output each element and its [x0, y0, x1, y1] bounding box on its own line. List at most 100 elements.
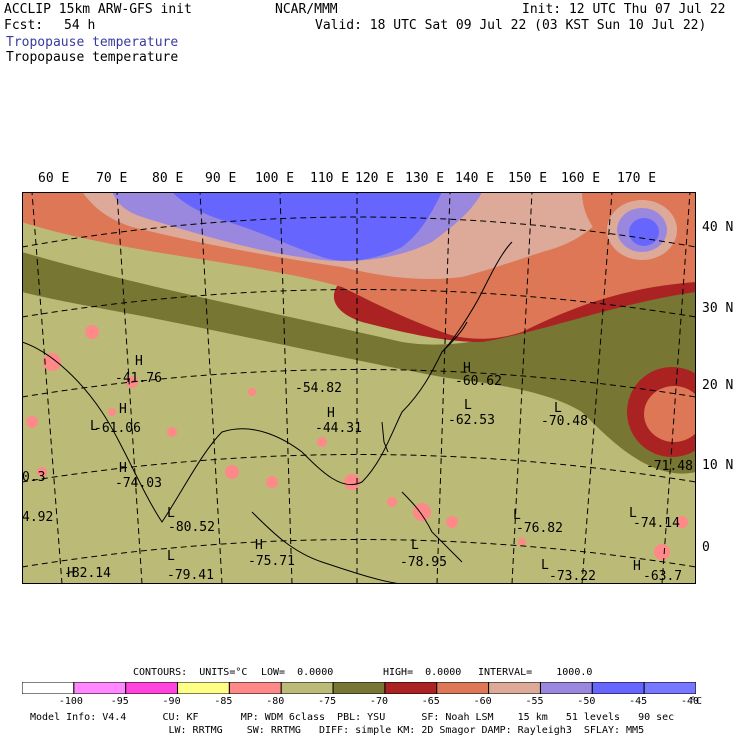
contours-interval: INTERVAL= 1000.0: [478, 667, 593, 678]
color-scale-tick: -50: [577, 696, 596, 707]
extrema-value: -70.48: [541, 414, 588, 429]
low-marker: L: [541, 558, 549, 573]
color-scale-tick: -95: [110, 696, 129, 707]
color-scale-swatch: [73, 682, 127, 694]
extrema-value: -79.41: [167, 568, 214, 583]
low-marker: L: [90, 419, 98, 434]
extrema-value: -78.95: [400, 555, 447, 570]
color-scale-swatch: [125, 682, 179, 694]
map-border: [22, 192, 696, 584]
extrema-labels: H-41.76HL-61.06-54.82H-44.31H-60.62L-62.…: [22, 354, 693, 584]
contours-units: CONTOURS: UNITS=°C: [133, 667, 248, 678]
lon-label: 150 E: [508, 171, 548, 186]
extrema-value: -60.62: [455, 374, 502, 389]
low-marker: L: [629, 506, 637, 521]
color-scale-swatch: [436, 682, 490, 694]
field-title-2: Tropopause temperature: [6, 50, 179, 65]
extrema-value: -73.22: [549, 569, 596, 584]
temperature-fill: [22, 192, 696, 584]
color-scale-bar: [22, 682, 696, 694]
extrema-value: -44.31: [315, 421, 362, 436]
contours-high: HIGH= 0.0000: [383, 667, 462, 678]
extrema-value: -75.71: [248, 554, 295, 569]
color-scale-tick: -70: [369, 696, 388, 707]
init-time: Init: 12 UTC Thu 07 Jul 22: [522, 2, 726, 17]
field-title-1: Tropopause temperature: [6, 35, 179, 50]
extrema-value: -80.52: [168, 520, 215, 535]
valid-time: Valid: 18 UTC Sat 09 Jul 22 (03 KST Sun …: [315, 18, 707, 33]
color-scale-tick: -55: [525, 696, 544, 707]
extrema-value: -54.82: [295, 381, 342, 396]
high-marker: H: [463, 361, 471, 376]
lon-label: 110 E: [310, 171, 350, 186]
color-scale-tick: -45: [629, 696, 648, 707]
extrema-value: -82.14: [64, 566, 111, 581]
low-marker: L: [554, 401, 562, 416]
color-scale-swatch: [643, 682, 696, 694]
high-marker: H: [67, 566, 75, 581]
extrema-value: -71.48: [646, 459, 693, 474]
low-marker: L: [464, 398, 472, 413]
extrema-value: -62.53: [448, 413, 495, 428]
lat-label: 20 N: [702, 378, 734, 393]
extrema-value: -61.06: [94, 421, 141, 436]
high-marker: H: [119, 461, 127, 476]
low-marker: L: [167, 506, 175, 521]
extrema-value: 0.3: [22, 470, 45, 485]
model-info-line-1: Model Info: V4.4 CU: KF MP: WDM 6class P…: [30, 712, 675, 723]
extrema-value: -74.14: [633, 516, 680, 531]
lat-label: 0: [702, 540, 710, 555]
lon-label: 80 E: [152, 171, 184, 186]
lat-label: 30 N: [702, 301, 734, 316]
extrema-value: -41.76: [115, 371, 162, 386]
lon-label: 140 E: [455, 171, 495, 186]
lon-label: 60 E: [38, 171, 70, 186]
color-scale-swatch: [591, 682, 645, 694]
extrema-value: 4.92: [22, 510, 53, 525]
extrema-value: -76.82: [516, 521, 563, 536]
lon-label: 130 E: [405, 171, 445, 186]
extrema-value: -74.03: [115, 476, 162, 491]
lon-label: 170 E: [617, 171, 657, 186]
lon-label: 70 E: [96, 171, 128, 186]
low-marker: L: [167, 549, 175, 564]
low-marker: L: [411, 538, 419, 553]
color-scale-tick: -80: [266, 696, 285, 707]
color-scale-swatch: [22, 682, 75, 694]
color-scale-tick: -40: [681, 696, 700, 707]
high-marker: H: [327, 406, 335, 421]
model-title: ACCLIP 15km ARW-GFS init: [4, 2, 192, 17]
color-scale-swatch: [488, 682, 541, 694]
color-scale-tick: -85: [214, 696, 233, 707]
org-label: NCAR/MMM: [275, 2, 338, 17]
contours-low: LOW= 0.0000: [261, 667, 334, 678]
color-scale-swatch: [280, 682, 334, 694]
color-scale-swatch: [384, 682, 438, 694]
color-scale-swatch: [332, 682, 386, 694]
lon-label: 160 E: [561, 171, 601, 186]
color-scale-unit: °C: [690, 696, 703, 707]
high-marker: H: [135, 354, 143, 369]
low-marker: L: [513, 508, 521, 523]
color-scale-tick: -65: [421, 696, 440, 707]
color-scale-tick: -90: [162, 696, 181, 707]
fcst-value: 54 h: [64, 18, 96, 33]
map-panel: H-41.76HL-61.06-54.82H-44.31H-60.62L-62.…: [22, 192, 696, 584]
color-scale-tick: -75: [318, 696, 337, 707]
high-marker: H: [633, 559, 641, 574]
high-marker: H: [119, 402, 127, 417]
lat-label: 40 N: [702, 220, 734, 235]
high-marker: H: [255, 538, 263, 553]
color-scale-tick: -60: [473, 696, 492, 707]
model-info-line-2: LW: RRTMG SW: RRTMG DIFF: simple KM: 2D …: [30, 725, 645, 736]
lon-label: 120 E: [355, 171, 395, 186]
lon-label: 90 E: [205, 171, 237, 186]
fcst-label: Fcst:: [4, 18, 44, 33]
color-scale-swatch: [539, 682, 593, 694]
lat-label: 10 N: [702, 458, 734, 473]
color-scale-swatch: [228, 682, 282, 694]
lon-label: 100 E: [255, 171, 295, 186]
color-scale-swatch: [177, 682, 230, 694]
extrema-value: -63.7: [643, 569, 682, 584]
color-scale-tick: -100: [58, 696, 83, 707]
